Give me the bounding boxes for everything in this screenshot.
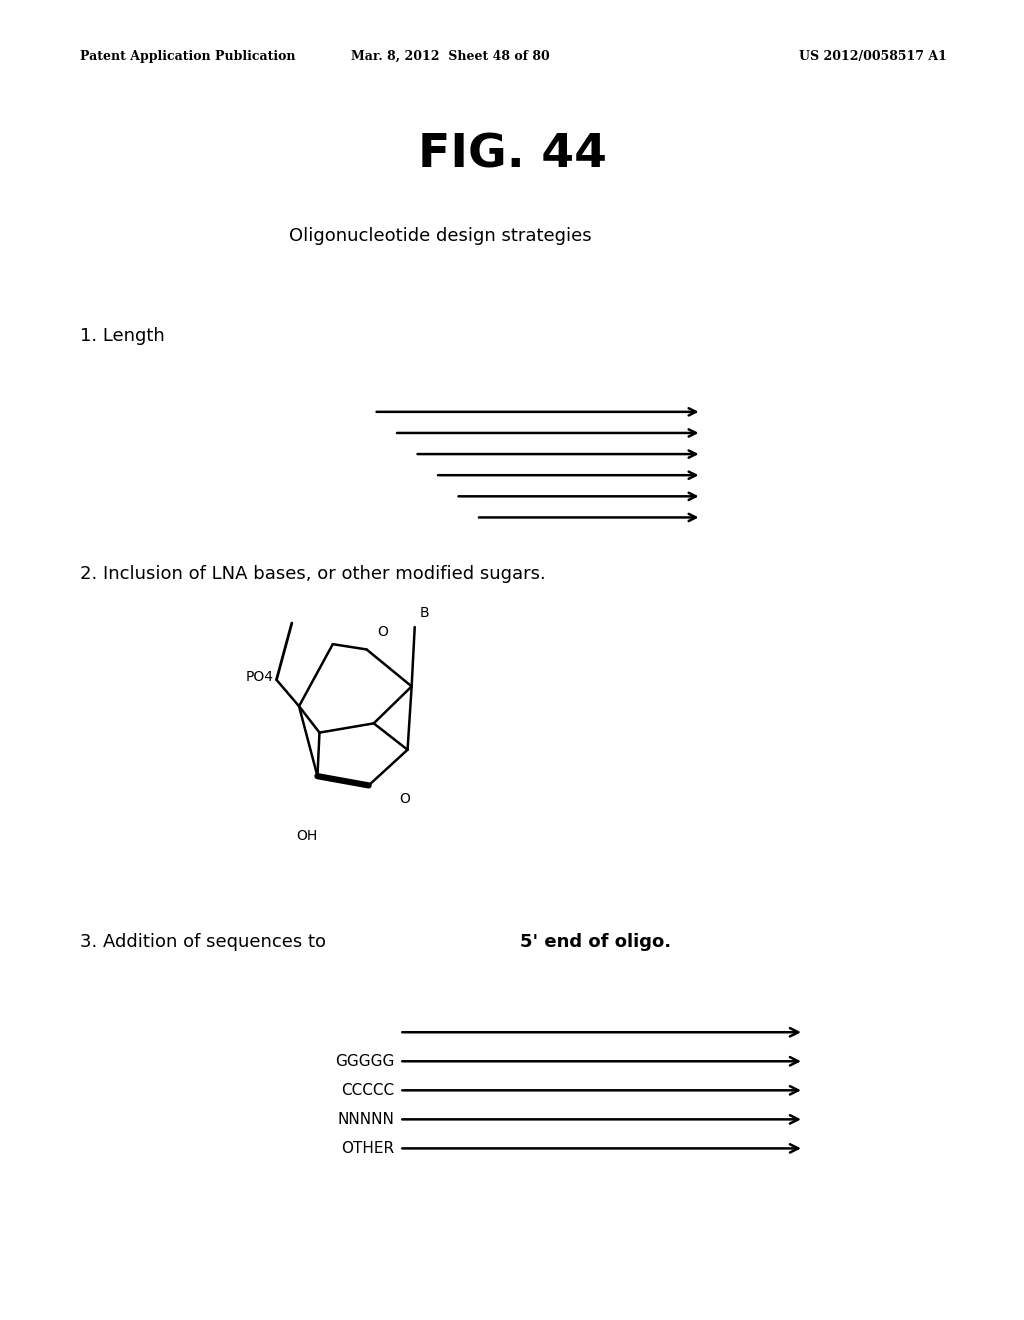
Text: NNNNN: NNNNN [337,1111,394,1127]
Text: GGGGG: GGGGG [335,1053,394,1069]
Text: 5' end of oligo.: 5' end of oligo. [520,933,672,952]
Text: PO4: PO4 [246,671,273,684]
Text: 2. Inclusion of LNA bases, or other modified sugars.: 2. Inclusion of LNA bases, or other modi… [80,565,546,583]
Text: 3. Addition of sequences to: 3. Addition of sequences to [80,933,332,952]
Text: B: B [420,606,429,620]
Text: OH: OH [297,829,317,843]
Text: Oligonucleotide design strategies: Oligonucleotide design strategies [289,227,592,246]
Text: Mar. 8, 2012  Sheet 48 of 80: Mar. 8, 2012 Sheet 48 of 80 [351,50,550,63]
Text: O: O [377,624,388,639]
Text: Patent Application Publication: Patent Application Publication [80,50,295,63]
Text: CCCCC: CCCCC [341,1082,394,1098]
Text: 1. Length: 1. Length [80,327,165,346]
Text: US 2012/0058517 A1: US 2012/0058517 A1 [800,50,947,63]
Text: O: O [399,792,411,805]
Text: FIG. 44: FIG. 44 [418,132,606,177]
Text: OTHER: OTHER [341,1140,394,1156]
